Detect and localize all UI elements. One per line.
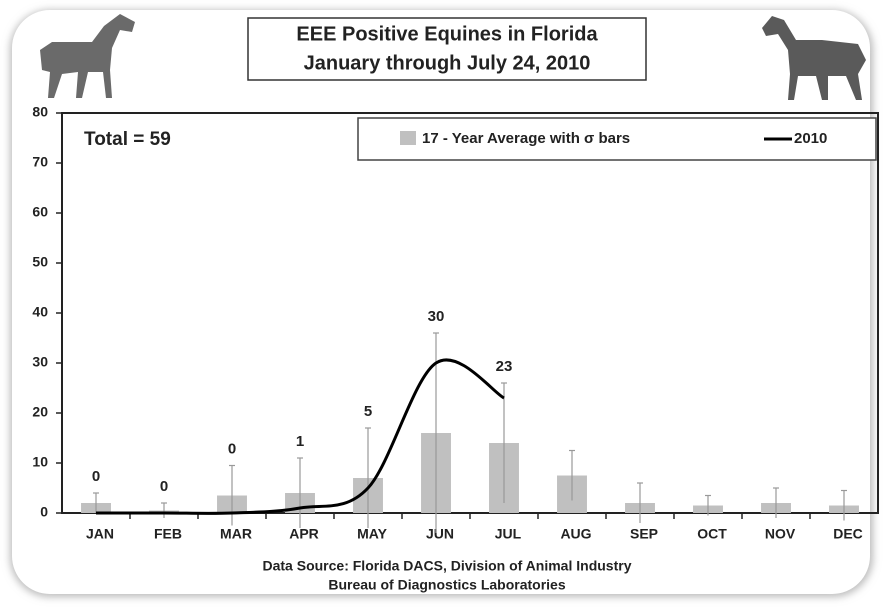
y-tick-label: 60 — [32, 204, 48, 220]
title-box — [247, 17, 647, 81]
x-tick-label: SEP — [630, 526, 658, 542]
y-tick-label: 40 — [32, 304, 48, 320]
chart-title: EEE Positive Equines in Florida — [296, 23, 598, 45]
y-tick-label: 10 — [32, 454, 48, 470]
y-tick-label: 20 — [32, 404, 48, 420]
y-tick-label: 50 — [32, 254, 48, 270]
legend-swatch — [400, 131, 416, 145]
data-label: 0 — [92, 468, 100, 485]
x-tick-label: MAY — [357, 526, 387, 542]
data-label: 0 — [228, 440, 236, 457]
y-tick-label: 80 — [32, 104, 48, 120]
y-tick-label: 30 — [32, 354, 48, 370]
x-tick-label: MAR — [220, 526, 252, 542]
data-label: 5 — [364, 403, 372, 420]
data-label: 23 — [496, 358, 513, 375]
data-label: 30 — [428, 308, 445, 325]
horse-right — [762, 16, 866, 100]
y-tick-label: 0 — [40, 504, 48, 520]
x-tick-label: JUN — [426, 526, 454, 542]
x-tick-label: NOV — [765, 526, 796, 542]
chart-subtitle: January through July 24, 2010 — [304, 52, 591, 74]
line — [96, 358, 505, 515]
x-tick-label: FEB — [154, 526, 182, 542]
annotation: Total = 59 — [84, 129, 171, 150]
x-tick-label: AUG — [560, 526, 591, 542]
horse-left — [40, 14, 135, 98]
y-tick-label: 70 — [32, 154, 48, 170]
data-label: 0 — [160, 478, 168, 495]
x-tick-label: OCT — [697, 526, 727, 542]
legend-label: 2010 — [794, 130, 827, 147]
legend-label: 17 - Year Average with σ bars — [422, 130, 630, 147]
source-line: Data Source: Florida DACS, Division of A… — [263, 558, 632, 574]
data-label: 1 — [296, 433, 304, 450]
x-tick-label: APR — [289, 526, 319, 542]
x-tick-label: JUL — [495, 526, 522, 542]
x-tick-label: JAN — [86, 526, 114, 542]
source-line: Bureau of Diagnostics Laboratories — [328, 577, 565, 593]
x-tick-label: DEC — [833, 526, 863, 542]
